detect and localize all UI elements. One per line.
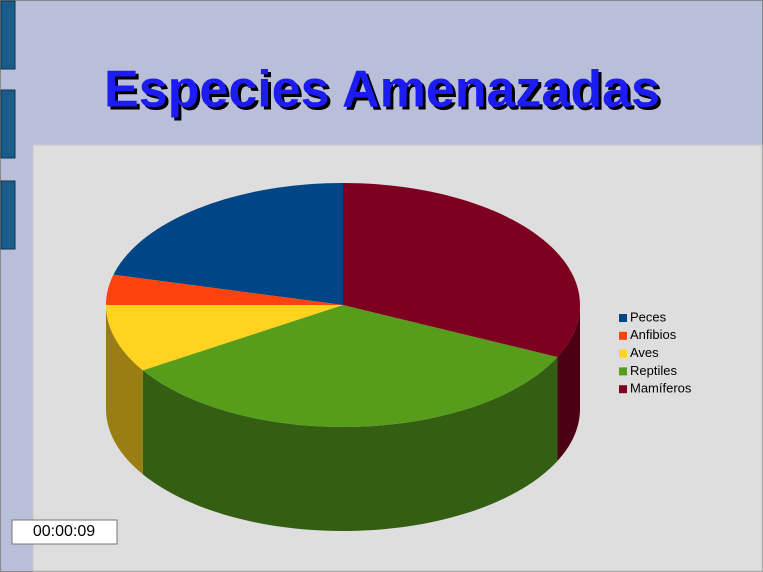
legend-label: Peces [630,309,667,324]
legend-label: Anfibios [630,327,677,342]
side-tab [0,180,16,250]
slice [106,305,343,371]
legend-swatch [619,331,627,340]
side-tab [0,0,16,70]
slice-side [142,356,558,531]
slice-side [106,305,143,475]
legend-swatch [619,314,627,322]
timer: 00:00:09 [33,523,95,540]
slide-title: Especies Amenazadas [104,61,660,119]
legend-label: Reptiles [630,363,677,378]
legend: Peces Anfibios Aves Reptiles Mamíferos [619,309,692,396]
slice [106,274,343,305]
side-tab [0,89,16,159]
slice [142,305,558,427]
slice [113,183,343,305]
legend-label: Aves [630,345,659,360]
legend-swatch [619,385,627,394]
slice-side [557,305,580,461]
pie [106,183,580,531]
legend-swatch [619,349,627,358]
legend-label: Mamíferos [630,381,692,396]
slice [343,183,580,357]
legend-swatch [619,367,627,376]
timer-box [11,519,118,545]
